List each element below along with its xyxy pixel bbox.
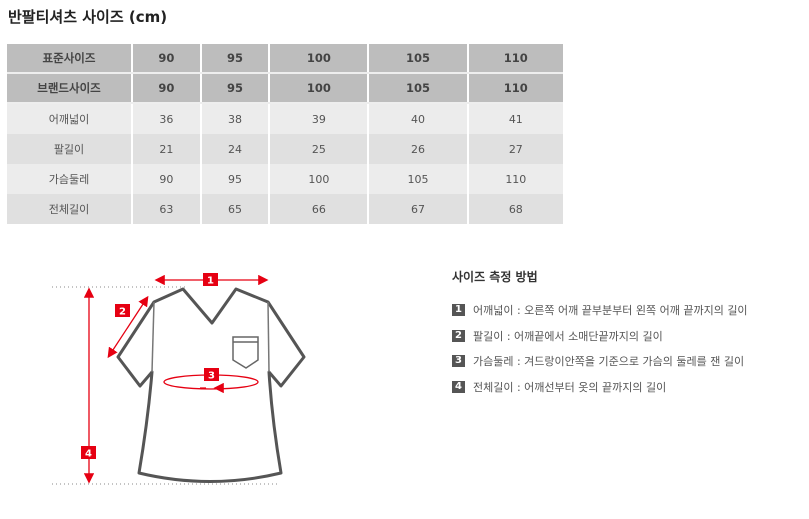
cell: 100: [268, 73, 369, 104]
cell: 100: [268, 164, 369, 194]
cell: 41: [466, 103, 563, 134]
cell: 21: [131, 134, 201, 164]
measure-label-1: 1: [203, 273, 218, 287]
guide-item: 4 전체길이 : 어깨선부터 옷의 끝까지의 길이: [452, 379, 666, 395]
number-badge: 2: [452, 330, 465, 342]
cell: 95: [199, 44, 270, 74]
svg-text:4: 4: [85, 449, 92, 460]
cell: 110: [466, 44, 563, 74]
cell: 105: [367, 44, 468, 74]
pocket: [232, 336, 259, 369]
cell: 105: [367, 164, 468, 194]
size-table: 표준사이즈 90 95 100 105 110 브랜드사이즈 90 95 100 105 110 어깨넓…: [7, 44, 563, 224]
row-label: 팔길이: [7, 134, 132, 164]
cell: 100: [268, 44, 369, 74]
measure-label-2: 2: [115, 304, 130, 318]
table-row: 표준사이즈 90 95 100 105 110: [7, 44, 563, 74]
table-row: 어깨넓이 36 38 39 40 41: [7, 103, 563, 134]
row-label: 표준사이즈: [7, 44, 132, 74]
number-badge: 3: [452, 355, 465, 367]
row-label: 전체길이: [7, 194, 132, 224]
tshirt-outline: [116, 287, 306, 483]
number-badge: 4: [452, 381, 465, 393]
table-row: 팔길이 21 24 25 26 27: [7, 134, 563, 164]
cell: 105: [367, 73, 468, 104]
sleeve-arrow: [107, 295, 149, 359]
guide-item: 3 가슴둘레 : 겨드랑이안쪽을 기준으로 가슴의 둘레를 잰 길이: [452, 353, 744, 369]
page-title: 반팔티셔츠 사이즈 (cm): [8, 8, 168, 26]
cell: 26: [367, 134, 468, 164]
cell: 110: [466, 164, 563, 194]
guide-title: 사이즈 측정 방법: [452, 270, 538, 284]
cell: 90: [131, 73, 201, 104]
svg-text:3: 3: [208, 371, 215, 382]
cell: 67: [367, 194, 468, 224]
cell: 25: [268, 134, 369, 164]
table-row: 가슴둘레 90 95 100 105 110: [7, 164, 563, 194]
row-label: 어깨넓이: [7, 103, 132, 134]
svg-text:2: 2: [119, 307, 126, 318]
number-badge: 1: [452, 304, 465, 316]
cell: 38: [199, 103, 270, 134]
svg-text:1: 1: [207, 276, 214, 287]
guide-text: 전체길이 : 어깨선부터 옷의 끝까지의 길이: [473, 381, 667, 394]
cell: 90: [131, 44, 201, 74]
table-row: 브랜드사이즈 90 95 100 105 110: [7, 73, 563, 104]
table-row: 전체길이 63 65 66 67 68: [7, 194, 563, 224]
guide-item: 1 어깨넓이 : 오른쪽 어깨 끝부분부터 왼쪽 어깨 끝까지의 길이: [452, 302, 748, 318]
cell: 110: [466, 73, 563, 104]
cell: 63: [131, 194, 201, 224]
guide-text: 어깨넓이 : 오른쪽 어깨 끝부분부터 왼쪽 어깨 끝까지의 길이: [473, 304, 748, 317]
cell: 40: [367, 103, 468, 134]
cell: 24: [199, 134, 270, 164]
row-label: 가슴둘레: [7, 164, 132, 194]
cell: 95: [199, 73, 270, 104]
guide-text: 가슴둘레 : 겨드랑이안쪽을 기준으로 가슴의 둘레를 잰 길이: [473, 355, 745, 368]
cell: 39: [268, 103, 369, 134]
cell: 68: [466, 194, 563, 224]
guide-item: 2 팔길이 : 어깨끝에서 소매단끝까지의 길이: [452, 328, 663, 344]
cell: 27: [466, 134, 563, 164]
row-label: 브랜드사이즈: [7, 73, 132, 104]
cell: 90: [131, 164, 201, 194]
cell: 36: [131, 103, 201, 134]
guide-text: 팔길이 : 어깨끝에서 소매단끝까지의 길이: [473, 330, 663, 343]
measure-label-4: 4: [81, 446, 96, 460]
measure-label-3: 3: [204, 368, 219, 382]
cell: 66: [268, 194, 369, 224]
cell: 65: [199, 194, 270, 224]
cell: 95: [199, 164, 270, 194]
